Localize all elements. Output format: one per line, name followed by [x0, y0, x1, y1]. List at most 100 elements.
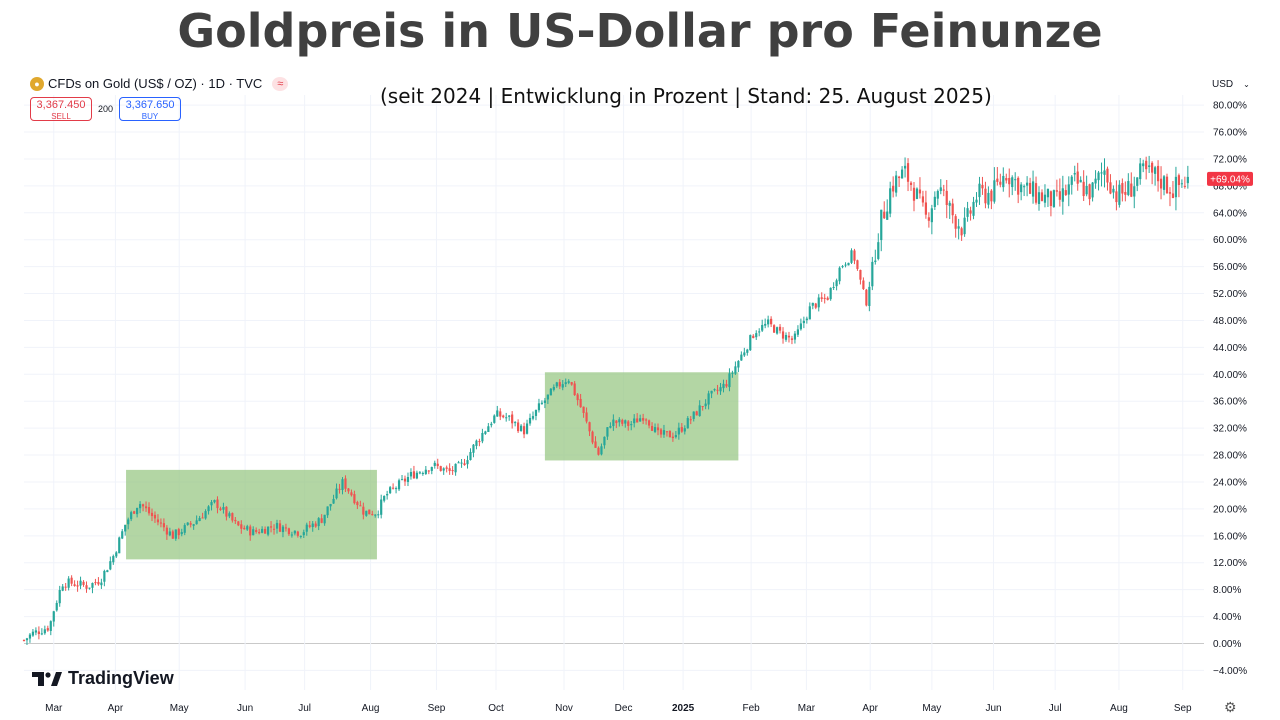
candle-body — [1115, 191, 1118, 203]
candle-body — [180, 532, 183, 535]
candle — [642, 413, 645, 425]
candle-body — [85, 585, 88, 589]
candle — [162, 518, 165, 532]
candle-body — [948, 202, 951, 206]
candle-body — [838, 267, 841, 282]
candle-body — [892, 185, 895, 192]
candle — [496, 405, 499, 417]
candle-body — [930, 208, 933, 223]
candle-body — [76, 585, 79, 587]
wave-icon[interactable]: ≈ — [272, 76, 289, 91]
candle — [22, 639, 26, 642]
candle-body — [585, 412, 588, 422]
candle-body — [653, 427, 657, 432]
sell-button[interactable]: 3,367.450 SELL — [30, 97, 92, 121]
candle — [136, 507, 139, 518]
candle-body — [314, 523, 317, 527]
candle — [829, 287, 832, 301]
candle-body — [1046, 188, 1050, 198]
candle — [442, 467, 445, 475]
currency-selector[interactable]: USD ⌄ — [1212, 79, 1250, 90]
candle — [772, 324, 776, 333]
x-tick-label: Jul — [1049, 703, 1062, 714]
candle — [579, 393, 582, 408]
candle — [386, 490, 389, 500]
candle — [177, 527, 180, 540]
candle — [835, 278, 838, 291]
candle — [639, 414, 642, 422]
candle-body — [1070, 176, 1073, 185]
candle — [287, 527, 291, 536]
candle — [46, 625, 49, 632]
candle — [865, 288, 868, 307]
x-tick-label: Nov — [555, 703, 573, 714]
candle-body — [418, 472, 421, 474]
candle — [656, 423, 660, 436]
candle-body — [195, 520, 198, 525]
last-price-label: +69.04% — [1210, 174, 1250, 185]
candle-body — [252, 529, 255, 536]
candle — [534, 409, 538, 421]
candle — [278, 520, 282, 533]
candle — [671, 432, 674, 442]
candle-body — [1183, 185, 1186, 187]
candle — [210, 499, 213, 511]
candle-body — [835, 280, 838, 287]
candle — [1183, 176, 1186, 189]
symbol-header[interactable]: ● CFDs on Gold (US$ / OZ) · 1D · TVC ≈ — [30, 76, 289, 91]
candle-body — [207, 506, 210, 512]
candle-body — [299, 535, 302, 537]
candle — [686, 416, 689, 429]
candle-body — [1055, 190, 1058, 192]
candle — [195, 515, 198, 525]
candle — [40, 628, 43, 636]
candle-body — [1162, 176, 1166, 190]
candle — [969, 206, 972, 221]
candle-body — [338, 488, 341, 490]
candle-body — [100, 582, 103, 586]
candle — [1145, 156, 1148, 180]
candle — [737, 360, 740, 373]
candle — [963, 207, 966, 237]
candle-body — [915, 188, 919, 199]
candle — [627, 420, 630, 431]
candle — [484, 430, 487, 435]
tradingview-logo[interactable]: TradingView — [32, 668, 174, 689]
page-title: Goldpreis in US-Dollar pro Feinunze — [177, 4, 1103, 58]
candle-body — [758, 331, 761, 333]
candle-body — [621, 419, 624, 424]
candle — [1043, 184, 1047, 208]
candle-body — [1040, 192, 1044, 202]
candle-body — [927, 217, 930, 221]
candle — [633, 414, 636, 428]
candle — [82, 580, 85, 587]
candle-body — [391, 487, 395, 489]
candle — [261, 526, 264, 534]
candle-body — [624, 420, 627, 424]
x-tick-label: Mar — [45, 703, 63, 714]
candle-body — [850, 250, 853, 263]
candle-body — [344, 478, 347, 489]
candle — [594, 436, 597, 448]
candle-body — [767, 319, 770, 325]
candle-body — [695, 411, 698, 416]
candle — [147, 502, 151, 516]
candle — [368, 509, 371, 515]
buy-button[interactable]: 3,367.650 BUY — [119, 97, 182, 121]
candle — [1168, 187, 1172, 207]
gear-icon[interactable]: ⚙ — [1224, 699, 1237, 715]
candle-body — [1168, 192, 1172, 194]
candle-body — [463, 463, 466, 466]
brand-name: TradingView — [68, 668, 174, 688]
candle-body — [353, 494, 356, 504]
candle-body — [570, 382, 573, 385]
candle — [222, 502, 225, 514]
candle — [817, 294, 820, 312]
candle-body — [231, 513, 234, 521]
candle-body — [755, 333, 758, 338]
candle-body — [752, 335, 755, 339]
candle — [716, 384, 719, 395]
candle-body — [484, 431, 487, 434]
candle — [1136, 177, 1139, 192]
